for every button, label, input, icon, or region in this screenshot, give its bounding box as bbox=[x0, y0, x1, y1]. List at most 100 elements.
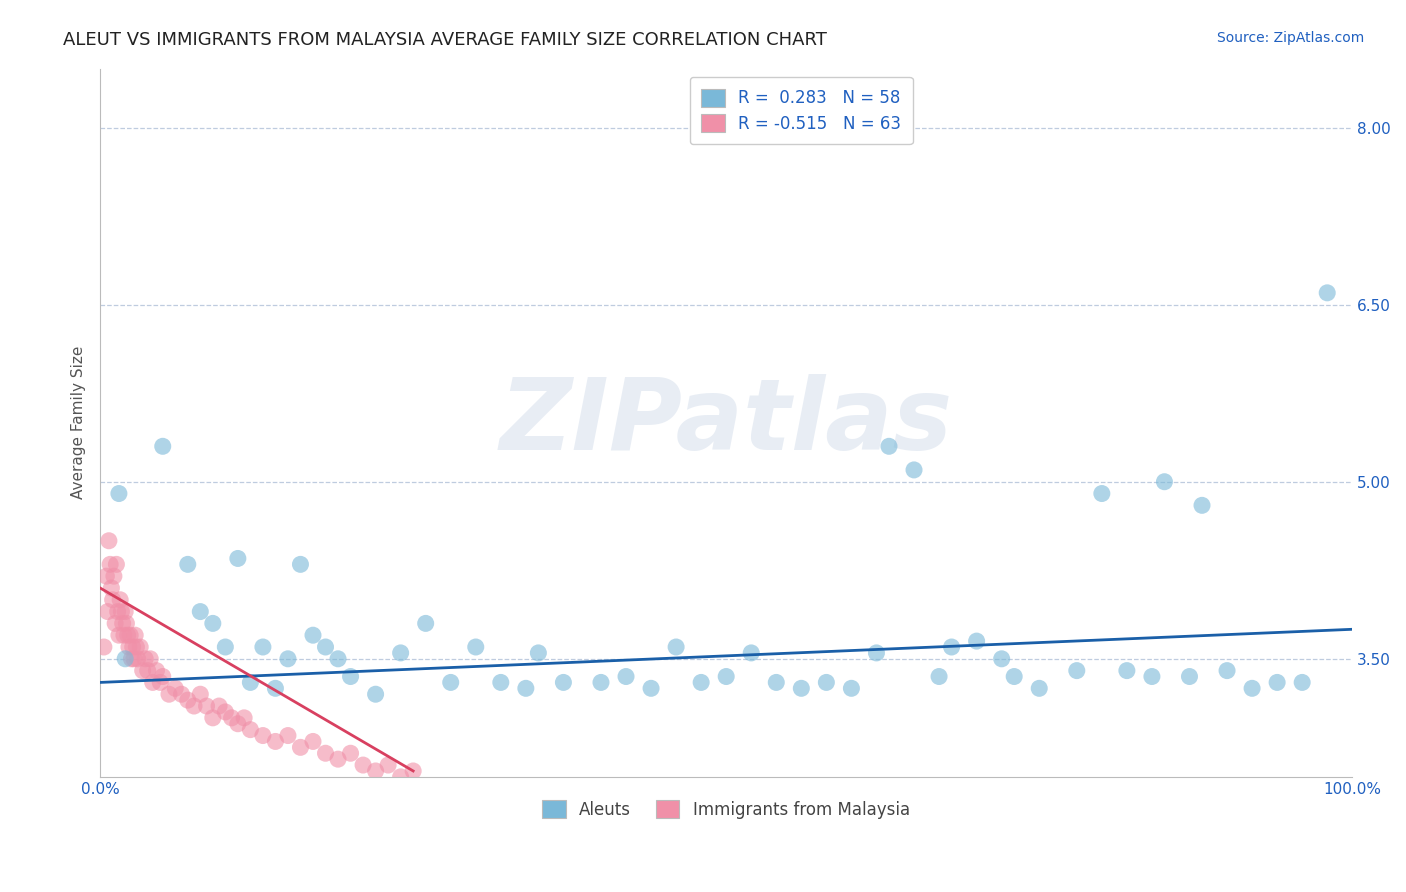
Point bbox=[142, 675, 165, 690]
Point bbox=[103, 569, 125, 583]
Point bbox=[1291, 675, 1313, 690]
Point bbox=[131, 664, 153, 678]
Point bbox=[865, 646, 887, 660]
Point bbox=[170, 687, 193, 701]
Point bbox=[290, 740, 312, 755]
Point bbox=[1066, 664, 1088, 678]
Point bbox=[129, 640, 152, 654]
Point bbox=[377, 758, 399, 772]
Point bbox=[97, 605, 120, 619]
Point bbox=[1265, 675, 1288, 690]
Point bbox=[690, 675, 713, 690]
Point bbox=[97, 533, 120, 548]
Point bbox=[1316, 285, 1339, 300]
Point bbox=[264, 681, 287, 696]
Point bbox=[98, 558, 121, 572]
Point bbox=[290, 558, 312, 572]
Point bbox=[139, 652, 162, 666]
Point bbox=[108, 628, 131, 642]
Point bbox=[415, 616, 437, 631]
Point bbox=[614, 669, 637, 683]
Point bbox=[112, 628, 135, 642]
Point bbox=[315, 746, 337, 760]
Point bbox=[1178, 669, 1201, 683]
Point bbox=[765, 675, 787, 690]
Point bbox=[208, 699, 231, 714]
Point bbox=[515, 681, 537, 696]
Point bbox=[302, 734, 325, 748]
Point bbox=[165, 681, 187, 696]
Point bbox=[1241, 681, 1264, 696]
Text: Source: ZipAtlas.com: Source: ZipAtlas.com bbox=[1216, 31, 1364, 45]
Point bbox=[118, 640, 141, 654]
Point bbox=[1191, 499, 1213, 513]
Point bbox=[111, 616, 134, 631]
Point bbox=[114, 652, 136, 666]
Point bbox=[339, 746, 361, 760]
Point bbox=[252, 729, 274, 743]
Point bbox=[553, 675, 575, 690]
Point bbox=[195, 699, 218, 714]
Point bbox=[152, 439, 174, 453]
Point bbox=[157, 687, 180, 701]
Point bbox=[364, 687, 387, 701]
Text: ALEUT VS IMMIGRANTS FROM MALAYSIA AVERAGE FAMILY SIZE CORRELATION CHART: ALEUT VS IMMIGRANTS FROM MALAYSIA AVERAG… bbox=[63, 31, 827, 49]
Point bbox=[665, 640, 688, 654]
Point bbox=[1115, 664, 1137, 678]
Point bbox=[966, 634, 988, 648]
Legend: Aleuts, Immigrants from Malaysia: Aleuts, Immigrants from Malaysia bbox=[536, 793, 917, 825]
Point bbox=[122, 652, 145, 666]
Point bbox=[903, 463, 925, 477]
Point bbox=[134, 652, 156, 666]
Point bbox=[1002, 669, 1025, 683]
Point bbox=[1216, 664, 1239, 678]
Point bbox=[107, 605, 129, 619]
Point bbox=[277, 729, 299, 743]
Point bbox=[114, 605, 136, 619]
Point bbox=[1028, 681, 1050, 696]
Point bbox=[1091, 486, 1114, 500]
Point bbox=[121, 640, 143, 654]
Point bbox=[402, 764, 425, 778]
Point bbox=[226, 551, 249, 566]
Point bbox=[124, 628, 146, 642]
Point bbox=[96, 569, 118, 583]
Point bbox=[108, 486, 131, 500]
Point bbox=[117, 628, 139, 642]
Point bbox=[239, 675, 262, 690]
Point bbox=[183, 699, 205, 714]
Point bbox=[928, 669, 950, 683]
Point bbox=[841, 681, 863, 696]
Point bbox=[352, 758, 374, 772]
Point bbox=[389, 770, 412, 784]
Point bbox=[136, 664, 159, 678]
Point bbox=[177, 558, 200, 572]
Point bbox=[145, 664, 167, 678]
Point bbox=[233, 711, 256, 725]
Point bbox=[201, 616, 224, 631]
Point bbox=[152, 669, 174, 683]
Point bbox=[120, 652, 142, 666]
Point bbox=[277, 652, 299, 666]
Point bbox=[815, 675, 838, 690]
Point bbox=[110, 605, 132, 619]
Point bbox=[740, 646, 762, 660]
Point bbox=[214, 640, 236, 654]
Y-axis label: Average Family Size: Average Family Size bbox=[72, 346, 86, 500]
Point bbox=[941, 640, 963, 654]
Point bbox=[188, 605, 211, 619]
Point bbox=[990, 652, 1012, 666]
Point bbox=[1153, 475, 1175, 489]
Point bbox=[105, 558, 128, 572]
Point bbox=[177, 693, 200, 707]
Point bbox=[440, 675, 463, 690]
Point bbox=[339, 669, 361, 683]
Point bbox=[93, 640, 115, 654]
Point bbox=[214, 705, 236, 719]
Point bbox=[108, 592, 131, 607]
Point bbox=[790, 681, 813, 696]
Point bbox=[364, 764, 387, 778]
Point bbox=[640, 681, 662, 696]
Point bbox=[252, 640, 274, 654]
Point bbox=[489, 675, 512, 690]
